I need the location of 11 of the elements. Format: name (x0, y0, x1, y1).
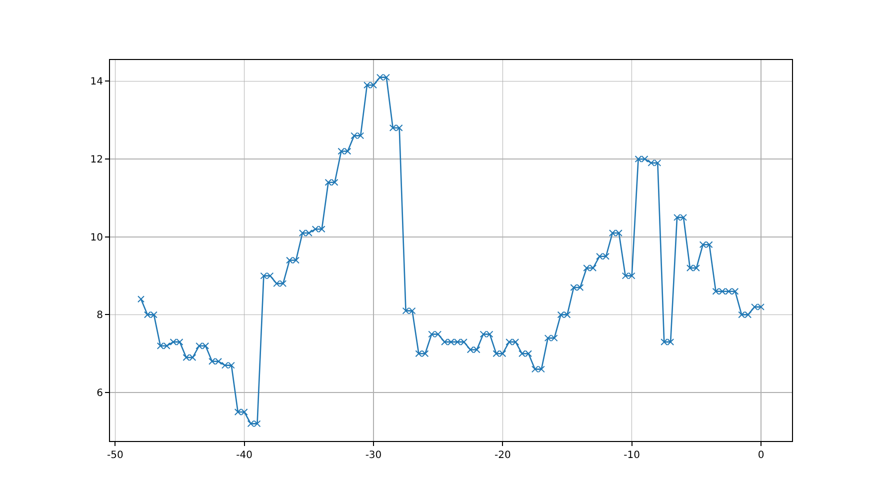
y-tick-label: 6 (96, 388, 103, 400)
y-tick-label: 14 (90, 76, 103, 88)
x-tick-label: 0 (758, 450, 764, 461)
x-tick-label: -40 (236, 450, 252, 461)
y-tick-label: 12 (90, 154, 103, 166)
x-tick-label: -10 (624, 450, 640, 461)
x-tick-label: -20 (494, 450, 511, 461)
x-tick-label: -30 (365, 450, 382, 461)
x-tick-label: -50 (107, 450, 124, 461)
y-tick-label: 8 (96, 310, 103, 322)
y-tick-label: 10 (90, 232, 103, 244)
